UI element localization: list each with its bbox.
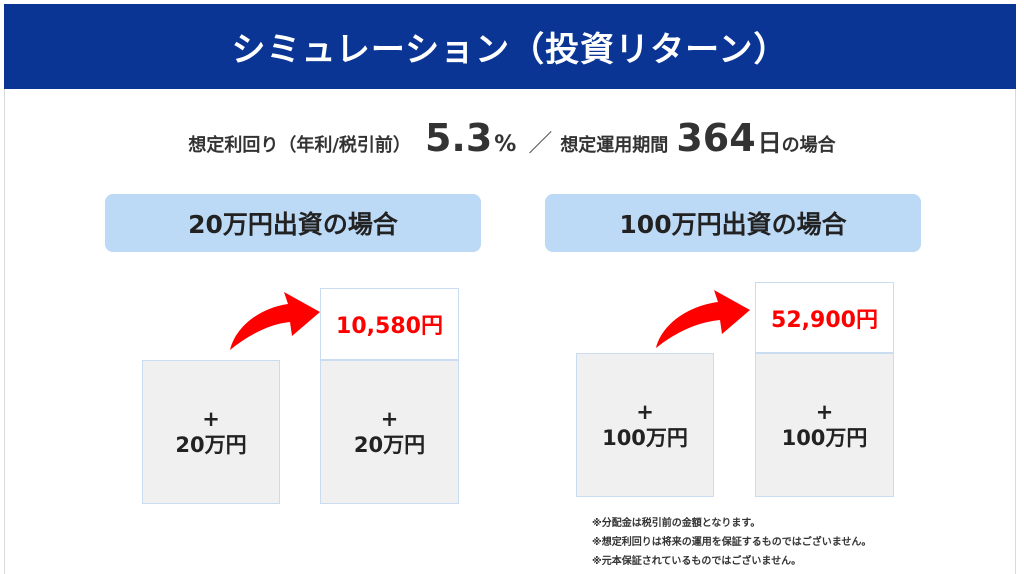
principal-box-before: + 20万円 — [142, 360, 280, 504]
rate-label: 想定利回り（年利/税引前） — [188, 135, 411, 156]
period-label: 想定運用期間 — [560, 135, 669, 156]
separator: ／ — [528, 129, 553, 157]
principal-box-before: + 100万円 — [576, 353, 714, 497]
gain-box: 10,580円 — [320, 288, 459, 360]
period-suffix: の場合 — [781, 135, 836, 156]
case-title-1m: 100万円出資の場合 — [545, 194, 921, 252]
rate-unit: % — [494, 132, 517, 157]
gain-box: 52,900円 — [755, 282, 894, 353]
rate-value: 5.3 — [424, 116, 493, 160]
plus-sign: + — [202, 406, 220, 431]
period-value: 364 — [676, 116, 756, 160]
gain-amount: 10,580円 — [336, 314, 443, 339]
principal-box-after: + 100万円 — [755, 353, 894, 497]
page-header: シミュレーション（投資リターン） — [4, 4, 1016, 89]
note-item: ※分配金は税引前の金額となります。 — [592, 518, 761, 529]
plus-sign: + — [815, 399, 834, 424]
growth-arrow-icon — [656, 290, 750, 348]
note-item: ※元本保証されているものではございません。 — [592, 556, 802, 567]
page-title: シミュレーション（投資リターン） — [231, 30, 789, 70]
case-title-label: 100万円出資の場合 — [619, 210, 847, 239]
growth-arrow-icon — [230, 292, 320, 350]
plus-sign: + — [636, 399, 654, 424]
plus-sign: + — [380, 406, 399, 431]
note-item: ※想定利回りは将来の運用を保証するものではございません。 — [592, 537, 872, 548]
gain-amount: 52,900円 — [771, 307, 878, 333]
principal-box-after: + 20万円 — [320, 360, 459, 504]
period-unit: 日 — [757, 129, 782, 157]
principal-amount: 100万円 — [602, 426, 688, 450]
simulation-conditions: 想定利回り（年利/税引前） 5.3 % ／ 想定運用期間 364 日 の場合 — [0, 116, 1024, 166]
disclaimer-notes: ※分配金は税引前の金額となります。 ※想定利回りは将来の運用を保証するものではご… — [592, 514, 871, 571]
case-title-label: 20万円出資の場合 — [188, 210, 398, 239]
principal-amount: 20万円 — [353, 433, 426, 457]
principal-amount: 100万円 — [781, 426, 868, 450]
principal-amount: 20万円 — [175, 433, 247, 457]
case-title-200k: 20万円出資の場合 — [105, 194, 481, 252]
